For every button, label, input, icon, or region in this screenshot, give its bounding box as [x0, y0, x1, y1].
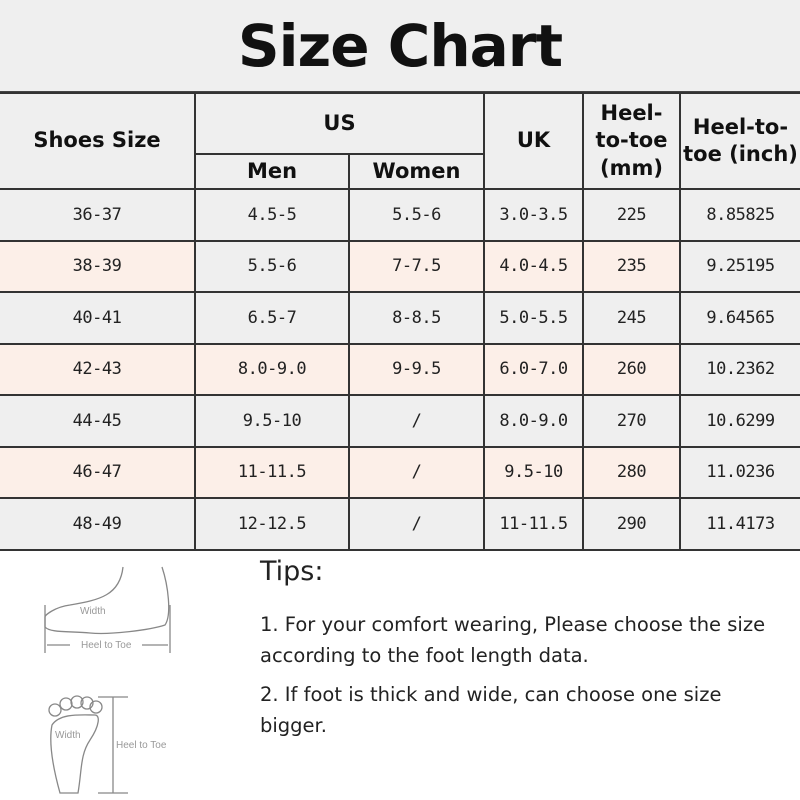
cell-us-women: /	[348, 497, 485, 551]
cell-us-women: 7-7.5	[348, 239, 485, 293]
top-length-label: Heel to Toe	[116, 740, 167, 751]
cell-shoes-size: 40-41	[0, 291, 196, 345]
cell-heel-inch: 10.2362	[679, 342, 800, 396]
tip-2: 2. If foot is thick and wide, can choose…	[260, 683, 722, 737]
table-row: 42-43 8.0-9.0 9-9.5 6.0-7.0 260 10.2362	[0, 342, 800, 396]
table-row: 36-37 4.5-5 5.5-6 3.0-3.5 225 8.85825	[0, 188, 800, 242]
cell-shoes-size: 42-43	[0, 342, 196, 396]
cell-us-men: 4.5-5	[194, 188, 350, 242]
table-row: 38-39 5.5-6 7-7.5 4.0-4.5 235 9.25195	[0, 239, 800, 293]
cell-heel-inch: 8.85825	[679, 188, 800, 242]
cell-heel-mm: 270	[582, 394, 681, 448]
side-width-label: Width	[80, 606, 106, 617]
cell-us-men: 6.5-7	[194, 291, 350, 345]
foot-diagram: Width Heel to Toe Width Heel to Toe	[44, 566, 171, 794]
cell-heel-inch: 9.64565	[679, 291, 800, 345]
cell-us-men: 9.5-10	[194, 394, 350, 448]
top-width-label: Width	[55, 730, 81, 741]
cell-uk: 11-11.5	[483, 497, 584, 551]
tips-section: Tips: 1. For your comfort wearing, Pleas…	[260, 556, 780, 749]
header-heel-mm: Heel-to-toe (mm)	[582, 92, 681, 190]
cell-us-women: /	[348, 394, 485, 448]
cell-us-women: 5.5-6	[348, 188, 485, 242]
size-table: Shoes Size US UK Heel-to-toe (mm) Heel-t…	[0, 92, 800, 551]
header-men: Men	[195, 153, 350, 190]
header-women: Women	[348, 153, 484, 190]
table-row: 40-41 6.5-7 8-8.5 5.0-5.5 245 9.64565	[0, 291, 800, 345]
cell-shoes-size: 48-49	[0, 497, 196, 551]
cell-heel-mm: 290	[582, 497, 681, 551]
cell-us-women: 8-8.5	[348, 291, 485, 345]
cell-uk: 4.0-4.5	[483, 239, 584, 293]
side-foot-icon	[44, 566, 171, 653]
cell-us-women: 9-9.5	[348, 342, 485, 396]
cell-uk: 9.5-10	[483, 445, 584, 499]
header-heel-inch: Heel-to-toe (inch)	[679, 92, 800, 190]
cell-heel-mm: 225	[582, 188, 681, 242]
cell-us-men: 12-12.5	[194, 497, 350, 551]
cell-heel-mm: 245	[582, 291, 681, 345]
cell-us-men: 5.5-6	[194, 239, 350, 293]
cell-uk: 6.0-7.0	[483, 342, 584, 396]
tips-heading: Tips:	[260, 556, 324, 587]
cell-us-men: 8.0-9.0	[194, 342, 350, 396]
cell-heel-inch: 9.25195	[679, 239, 800, 293]
cell-heel-mm: 280	[582, 445, 681, 499]
cell-us-women: /	[348, 445, 485, 499]
cell-uk: 5.0-5.5	[483, 291, 584, 345]
cell-uk: 3.0-3.5	[483, 188, 584, 242]
table-row: 44-45 9.5-10/8.0-9.0 270 10.6299	[0, 394, 800, 448]
header-uk: UK	[483, 92, 584, 190]
table-row: 46-47 11-11.5/9.5-10 280 11.0236	[0, 445, 800, 499]
header-us: US	[194, 92, 485, 155]
table-row: 48-49 12-12.5/11-11.5 290 11.4173	[0, 497, 800, 551]
sole-foot-icon	[48, 695, 128, 794]
cell-heel-inch: 11.0236	[679, 445, 800, 499]
cell-heel-inch: 11.4173	[679, 497, 800, 551]
cell-us-men: 11-11.5	[194, 445, 350, 499]
cell-shoes-size: 36-37	[0, 188, 196, 242]
cell-shoes-size: 38-39	[0, 239, 196, 293]
tip-1: 1. For your comfort wearing, Please choo…	[260, 613, 766, 667]
side-length-label: Heel to Toe	[81, 640, 132, 651]
page-title: Size Chart	[0, 0, 800, 93]
cell-uk: 8.0-9.0	[483, 394, 584, 448]
cell-heel-mm: 260	[582, 342, 681, 396]
header-shoes-size: Shoes Size	[0, 92, 196, 190]
cell-shoes-size: 46-47	[0, 445, 196, 499]
cell-shoes-size: 44-45	[0, 394, 196, 448]
cell-heel-mm: 235	[582, 239, 681, 293]
cell-heel-inch: 10.6299	[679, 394, 800, 448]
